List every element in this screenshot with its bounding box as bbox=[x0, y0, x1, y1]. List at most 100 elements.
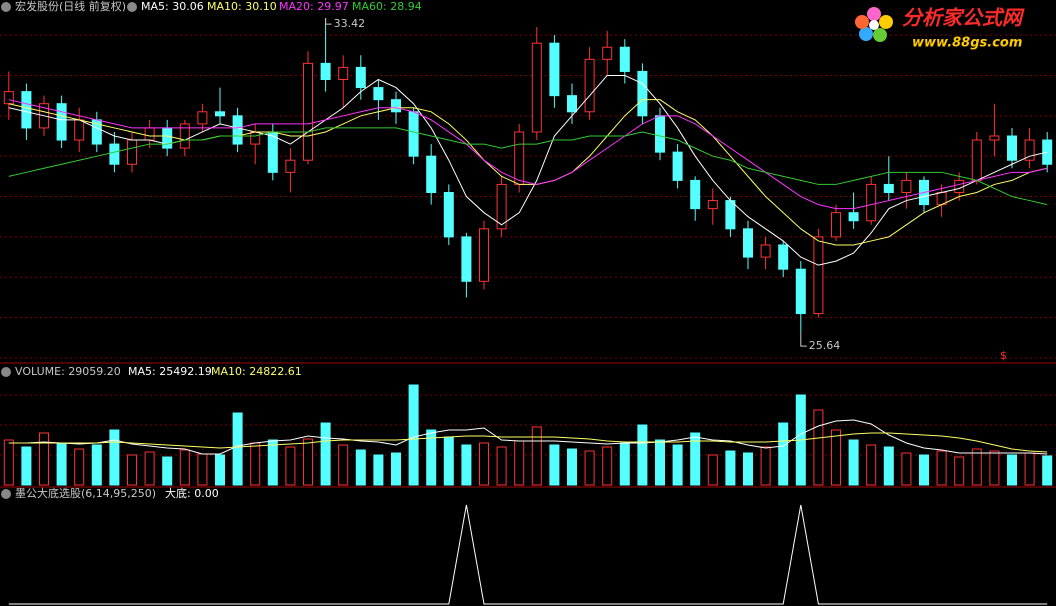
candle-body bbox=[637, 70, 648, 117]
candle-body bbox=[514, 131, 525, 185]
annotation-label: 25.64 bbox=[809, 339, 841, 352]
ma5-label: MA5: 30.06 bbox=[141, 0, 204, 13]
candle-body bbox=[56, 103, 67, 141]
volume-bar bbox=[267, 439, 278, 486]
volume-bar bbox=[584, 450, 595, 486]
candle-body bbox=[883, 183, 894, 194]
volume-bar bbox=[56, 442, 67, 486]
volume-bar bbox=[408, 384, 419, 486]
volume-bar bbox=[127, 454, 137, 486]
volume-bar bbox=[760, 446, 771, 486]
volume-icon[interactable] bbox=[1, 367, 11, 377]
candle-body bbox=[954, 179, 965, 194]
volume-bar bbox=[91, 444, 102, 486]
candle-body bbox=[743, 228, 753, 258]
watermark-url: www.88gs.com bbox=[912, 36, 1022, 51]
volume-bar bbox=[3, 439, 14, 486]
volume-bar bbox=[619, 442, 630, 486]
volume-bar bbox=[197, 453, 208, 486]
logo-center bbox=[869, 20, 879, 30]
volume-bar bbox=[725, 450, 736, 486]
candle-body bbox=[496, 183, 507, 230]
stock-title: 宏发股份(日线 前复权) bbox=[15, 0, 126, 13]
indicator-line bbox=[8, 504, 1048, 605]
volume-bar bbox=[954, 456, 965, 486]
logo-petal bbox=[873, 28, 887, 42]
volume-bar bbox=[21, 446, 32, 486]
volume-bar bbox=[919, 454, 929, 486]
volume-bar bbox=[109, 429, 120, 486]
volume-bar bbox=[426, 429, 437, 486]
volume-title: VOLUME: 29059.20 bbox=[15, 365, 121, 378]
candle-body bbox=[901, 179, 912, 194]
ma-icon[interactable] bbox=[127, 2, 137, 12]
volume-bar bbox=[549, 444, 560, 486]
header-icon[interactable] bbox=[1, 2, 11, 12]
watermark-name: 分析家公式网 bbox=[902, 6, 1025, 30]
volume-bar bbox=[479, 442, 489, 486]
volume-bar bbox=[848, 439, 859, 486]
candle-body bbox=[690, 179, 701, 210]
volume-bar bbox=[285, 446, 296, 486]
candle-body bbox=[426, 155, 437, 194]
volume-bar bbox=[707, 454, 718, 486]
volume-bar bbox=[1024, 452, 1035, 486]
candle-body bbox=[303, 62, 313, 161]
candle-body bbox=[989, 135, 1000, 141]
indicator-value: 大底: 0.00 bbox=[165, 486, 219, 500]
volume-bar bbox=[778, 422, 789, 486]
watermark: 分析家公式网 www.88gs.com bbox=[855, 6, 1025, 51]
volume-bar bbox=[936, 450, 947, 486]
volume-bar bbox=[461, 444, 472, 486]
volume-bar bbox=[901, 452, 912, 486]
volume-bar bbox=[215, 454, 225, 486]
indicator-icon[interactable] bbox=[1, 489, 11, 499]
volume-bar bbox=[338, 444, 349, 486]
volume-bar bbox=[232, 412, 243, 486]
marker: $ bbox=[1000, 349, 1007, 362]
candle-body bbox=[215, 111, 225, 117]
volume-bar bbox=[866, 444, 877, 486]
ma10-label: MA10: 30.10 bbox=[207, 0, 277, 13]
candle-body bbox=[778, 244, 789, 270]
candle-body bbox=[567, 95, 577, 113]
volume-bar bbox=[743, 452, 753, 486]
candle-body bbox=[866, 183, 877, 222]
volume-bar bbox=[250, 442, 261, 486]
candle-body bbox=[197, 111, 208, 125]
volume-bar bbox=[813, 409, 824, 486]
annotation-leader bbox=[800, 332, 807, 347]
candle-body bbox=[144, 127, 155, 141]
volume-bar bbox=[1007, 454, 1017, 486]
volume-bar bbox=[39, 432, 49, 486]
candle-body bbox=[232, 115, 243, 145]
volume-bar bbox=[672, 444, 683, 486]
volume-bar bbox=[883, 446, 894, 486]
logo-petal bbox=[855, 15, 869, 29]
logo-petal bbox=[867, 7, 881, 21]
candle-body bbox=[338, 66, 349, 81]
candle-body bbox=[760, 244, 771, 258]
candle-body bbox=[443, 192, 454, 238]
volume-bar bbox=[637, 424, 648, 486]
candle-body bbox=[1007, 135, 1017, 161]
volume-bar bbox=[443, 436, 454, 486]
candle-body bbox=[848, 212, 859, 222]
volume-bar bbox=[496, 446, 507, 486]
candle-body bbox=[813, 236, 824, 315]
volume-bar bbox=[303, 438, 313, 486]
candle-body bbox=[250, 131, 261, 145]
volume-bar bbox=[1042, 455, 1053, 486]
ma20-label: MA20: 29.97 bbox=[279, 0, 349, 13]
candle-body bbox=[619, 46, 630, 72]
candle-body bbox=[531, 42, 542, 133]
logo-petal bbox=[879, 15, 893, 29]
ma-line bbox=[8, 127, 1048, 206]
candle-body bbox=[795, 268, 806, 315]
candle-body bbox=[707, 200, 718, 210]
volume-bar bbox=[179, 449, 190, 486]
candle-body bbox=[479, 228, 489, 282]
volume-bar bbox=[355, 449, 366, 486]
candle-body bbox=[179, 123, 190, 149]
annotation-leader bbox=[325, 18, 332, 25]
